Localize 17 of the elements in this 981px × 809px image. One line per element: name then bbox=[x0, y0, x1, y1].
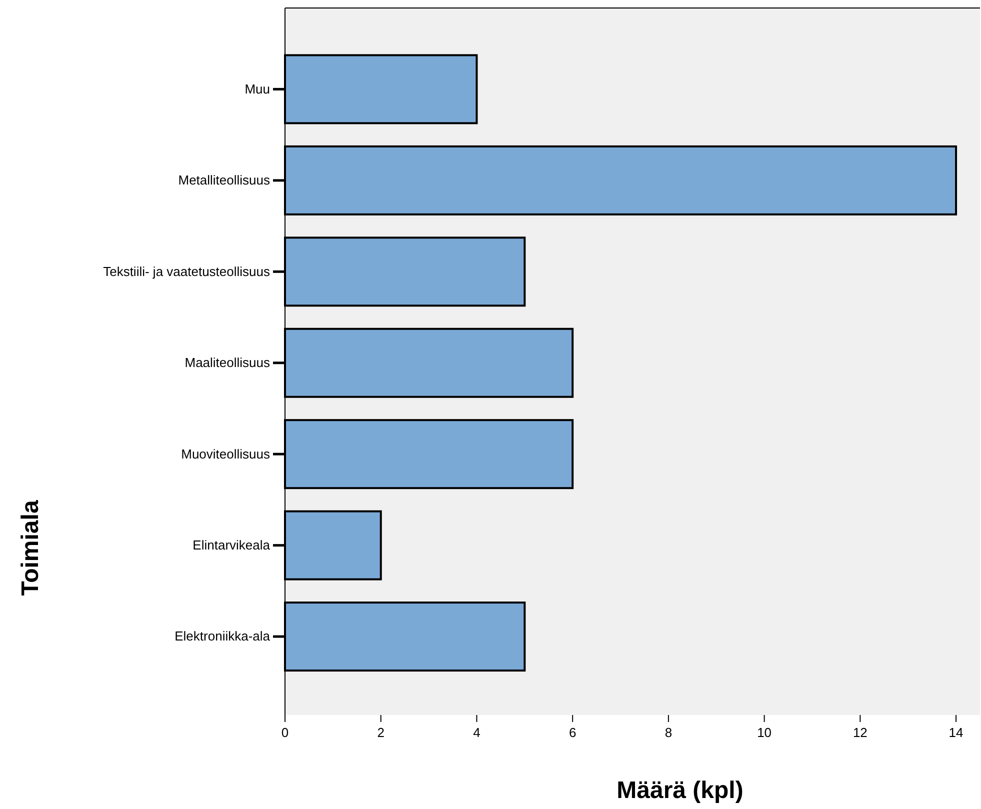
x-tick-label: 6 bbox=[568, 725, 576, 740]
x-tick-label: 14 bbox=[948, 725, 964, 740]
x-axis-title: Määrä (kpl) bbox=[616, 777, 744, 804]
x-tick-label: 0 bbox=[281, 725, 289, 740]
y-tick-label: Tekstiili- ja vaatetusteollisuus bbox=[103, 264, 270, 279]
y-tick-label: Muu bbox=[244, 81, 270, 96]
y-tick-label: Elintarvikeala bbox=[192, 537, 271, 552]
y-axis-title: Toimiala bbox=[17, 500, 44, 596]
x-tick-label: 2 bbox=[377, 725, 384, 740]
y-tick-label: Metalliteollisuus bbox=[178, 172, 270, 188]
y-tick-label: Maaliteollisuus bbox=[184, 355, 270, 370]
x-tick-label: 4 bbox=[473, 725, 480, 740]
x-tick-label: 10 bbox=[757, 725, 772, 740]
x-tick-label: 12 bbox=[852, 725, 868, 740]
y-tick-label: Elektroniikka-ala bbox=[174, 628, 271, 644]
x-tick-label: 8 bbox=[664, 725, 672, 740]
y-tick-label: Muoviteollisuus bbox=[181, 446, 270, 462]
